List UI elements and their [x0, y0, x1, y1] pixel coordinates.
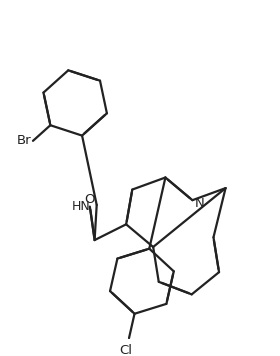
Text: O: O	[85, 193, 95, 206]
Text: Cl: Cl	[120, 344, 133, 356]
Text: N: N	[195, 197, 205, 210]
Text: HN: HN	[71, 200, 90, 213]
Text: Br: Br	[17, 134, 31, 147]
